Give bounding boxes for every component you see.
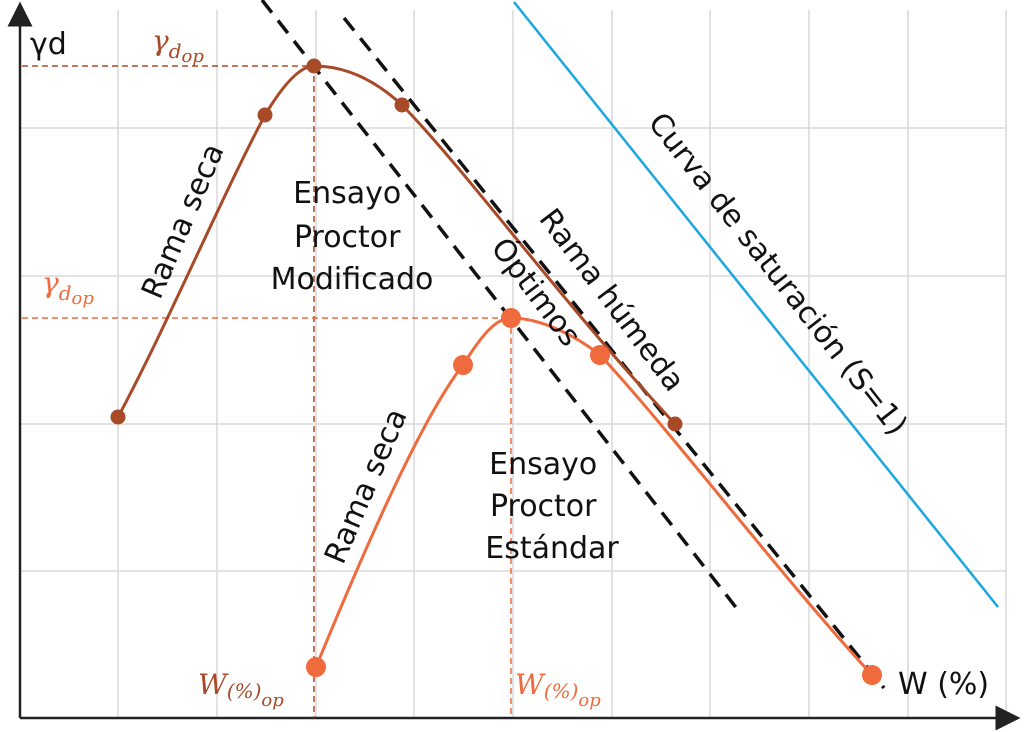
gamma-op-standard-label: γdop xyxy=(42,266,94,309)
w-op-modified-label: W(%)op xyxy=(198,668,284,711)
standard-point-optimum xyxy=(501,308,521,328)
standard-test-label: Ensayo Proctor Estándar xyxy=(485,447,619,566)
w-op-standard-label: W(%)op xyxy=(515,668,601,711)
reference-lines-standard xyxy=(22,317,512,718)
standard-point xyxy=(590,345,610,365)
dry-branch-standard-label: Rama seca xyxy=(318,404,415,569)
modified-point xyxy=(394,97,410,113)
x-axis-label: W (%) xyxy=(898,667,989,702)
reference-lines-modified xyxy=(22,65,315,718)
grid xyxy=(20,10,1007,718)
saturation-curve-line xyxy=(513,1,999,608)
modified-proctor-curve xyxy=(116,64,677,426)
modified-proctor-points xyxy=(110,58,683,432)
saturation-curve-label: Curva de saturación (S=1) xyxy=(641,106,914,442)
modified-point xyxy=(257,107,273,123)
axes xyxy=(7,1,1021,731)
gamma-op-modified-label: γdop xyxy=(152,24,204,67)
standard-point xyxy=(453,355,473,375)
modified-test-label: Ensayo Proctor Modificado xyxy=(271,176,434,297)
standard-point xyxy=(862,665,882,685)
modified-point xyxy=(110,409,126,425)
standard-point xyxy=(306,657,326,677)
modified-point xyxy=(667,416,683,432)
wet-branch-tangent xyxy=(342,16,886,690)
modified-point-optimum xyxy=(306,58,322,74)
y-axis-label: γd xyxy=(30,27,67,62)
standard-proctor-points xyxy=(306,308,882,685)
dashed-lines xyxy=(260,0,886,690)
